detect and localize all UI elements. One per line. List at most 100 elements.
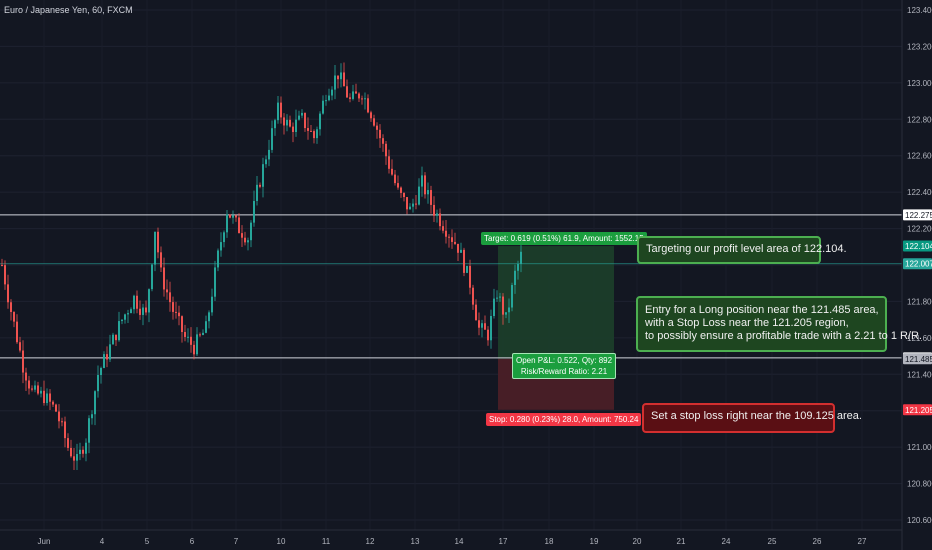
candle-body bbox=[487, 329, 489, 341]
candle-body bbox=[388, 156, 390, 169]
candle-body bbox=[145, 307, 147, 313]
time-tick-label: 12 bbox=[366, 537, 375, 546]
candle-body bbox=[97, 375, 99, 392]
candle-body bbox=[454, 241, 456, 244]
candle-body bbox=[520, 251, 522, 264]
profit-zone[interactable] bbox=[498, 246, 614, 359]
candle-body bbox=[496, 297, 498, 299]
candle-body bbox=[475, 304, 477, 321]
time-tick-label: 10 bbox=[277, 537, 286, 546]
candle-body bbox=[148, 289, 150, 313]
candle-body bbox=[64, 421, 66, 439]
candle-body bbox=[406, 197, 408, 210]
time-tick-label: 6 bbox=[190, 537, 195, 546]
candle-body bbox=[424, 175, 426, 195]
candle-body bbox=[43, 390, 45, 404]
candle-body bbox=[262, 164, 264, 187]
candle-body bbox=[256, 184, 258, 201]
candle-body bbox=[295, 119, 297, 132]
candle-body bbox=[451, 237, 453, 242]
candle-body bbox=[94, 391, 96, 415]
entry-note-line-3: to possibly ensure a profitable trade wi… bbox=[645, 330, 922, 342]
candle-body bbox=[82, 449, 84, 454]
candle-body bbox=[139, 308, 141, 315]
pnl-line-1: Open P&L: 0.522, Qty: 892 bbox=[516, 356, 613, 365]
time-tick-label: Jun bbox=[38, 537, 51, 546]
candle-body bbox=[283, 117, 285, 126]
candle-body bbox=[214, 267, 216, 297]
candle-body bbox=[187, 336, 189, 338]
entry-note-line-1: Entry for a Long position near the 121.4… bbox=[645, 304, 879, 316]
time-tick-label: 13 bbox=[411, 537, 420, 546]
stop-note[interactable]: Set a stop loss right near the 109.125 a… bbox=[642, 403, 862, 433]
price-tick-label: 120.600 bbox=[907, 516, 932, 525]
candle-body bbox=[409, 206, 411, 210]
candle-body bbox=[427, 190, 429, 195]
candle-body bbox=[253, 200, 255, 223]
price-badge bbox=[903, 240, 932, 252]
price-tick-label: 122.200 bbox=[907, 225, 932, 234]
price-axis[interactable]: 123.400 123.200 123.000 122.800 122.600 122.4… bbox=[901, 0, 932, 550]
candle-body bbox=[478, 320, 480, 328]
candle-body bbox=[34, 385, 36, 390]
candle-body bbox=[154, 231, 156, 265]
grid bbox=[0, 9, 902, 521]
candle-body bbox=[121, 319, 123, 322]
candle-body bbox=[10, 302, 12, 312]
price-badge-label: 122.104 bbox=[905, 242, 932, 251]
candle-body bbox=[157, 231, 159, 253]
price-badge-label: 122.007 bbox=[905, 260, 932, 269]
candle-body bbox=[490, 316, 492, 341]
target-label: Target: 0.619 (0.51%) 61.9, Amount: 1552… bbox=[481, 232, 647, 245]
candle-body bbox=[247, 240, 249, 243]
candle-body bbox=[37, 385, 39, 394]
candle-body bbox=[31, 388, 33, 390]
time-axis[interactable]: Jun 4 5 6 7 10 11 12 13 14 17 18 19 20 21 24 25 26 27 bbox=[0, 529, 902, 546]
candle-body bbox=[259, 184, 261, 187]
entry-note[interactable]: Entry for a Long position near the 121.4… bbox=[636, 296, 922, 352]
price-tick-label: 120.800 bbox=[907, 480, 932, 489]
candle-body bbox=[202, 332, 204, 335]
candle-body bbox=[130, 309, 132, 314]
candle-body bbox=[463, 249, 465, 273]
candle-body bbox=[169, 292, 171, 303]
price-badge bbox=[903, 353, 932, 365]
candle-body bbox=[481, 323, 483, 328]
candle-body bbox=[499, 296, 501, 298]
candle-body bbox=[175, 311, 177, 313]
candle-body bbox=[508, 307, 510, 313]
time-tick-label: 18 bbox=[545, 537, 554, 546]
candle-body bbox=[241, 233, 243, 238]
candle-body bbox=[277, 102, 279, 121]
candle-body bbox=[382, 138, 384, 144]
candle-body bbox=[421, 175, 423, 187]
candle-body bbox=[313, 131, 315, 139]
candle-body bbox=[88, 418, 90, 443]
position-zones[interactable] bbox=[498, 246, 614, 410]
candle-body bbox=[124, 314, 126, 320]
pnl-label: Open P&L: 0.522, Qty: 892 Risk/Reward Ra… bbox=[512, 353, 617, 379]
candle-body bbox=[370, 112, 372, 119]
candle-body bbox=[151, 264, 153, 290]
price-badge bbox=[903, 404, 932, 416]
candle-body bbox=[433, 204, 435, 216]
stop-note-text: Set a stop loss right near the 109.125 a… bbox=[651, 410, 862, 422]
stop-label: Stop: 0.280 (0.23%) 28.0, Amount: 750.24 bbox=[486, 413, 642, 426]
candle-body bbox=[208, 312, 210, 322]
candle-body bbox=[7, 284, 9, 303]
candle-body bbox=[289, 119, 291, 127]
target-note[interactable]: Targeting our profit level area of 122.1… bbox=[637, 236, 847, 264]
candle-body bbox=[403, 192, 405, 198]
time-tick-label: 5 bbox=[145, 537, 150, 546]
price-badge-label: 121.205 bbox=[905, 406, 932, 415]
candle-body bbox=[301, 112, 303, 116]
time-tick-label: 25 bbox=[768, 537, 777, 546]
candle-body bbox=[133, 295, 135, 310]
time-tick-label: 14 bbox=[455, 537, 464, 546]
candle-body bbox=[265, 159, 267, 165]
time-tick-label: 4 bbox=[100, 537, 105, 546]
candle-body bbox=[493, 298, 495, 317]
target-note-text: Targeting our profit level area of 122.1… bbox=[646, 243, 847, 255]
price-tick-label: 123.200 bbox=[907, 42, 932, 51]
